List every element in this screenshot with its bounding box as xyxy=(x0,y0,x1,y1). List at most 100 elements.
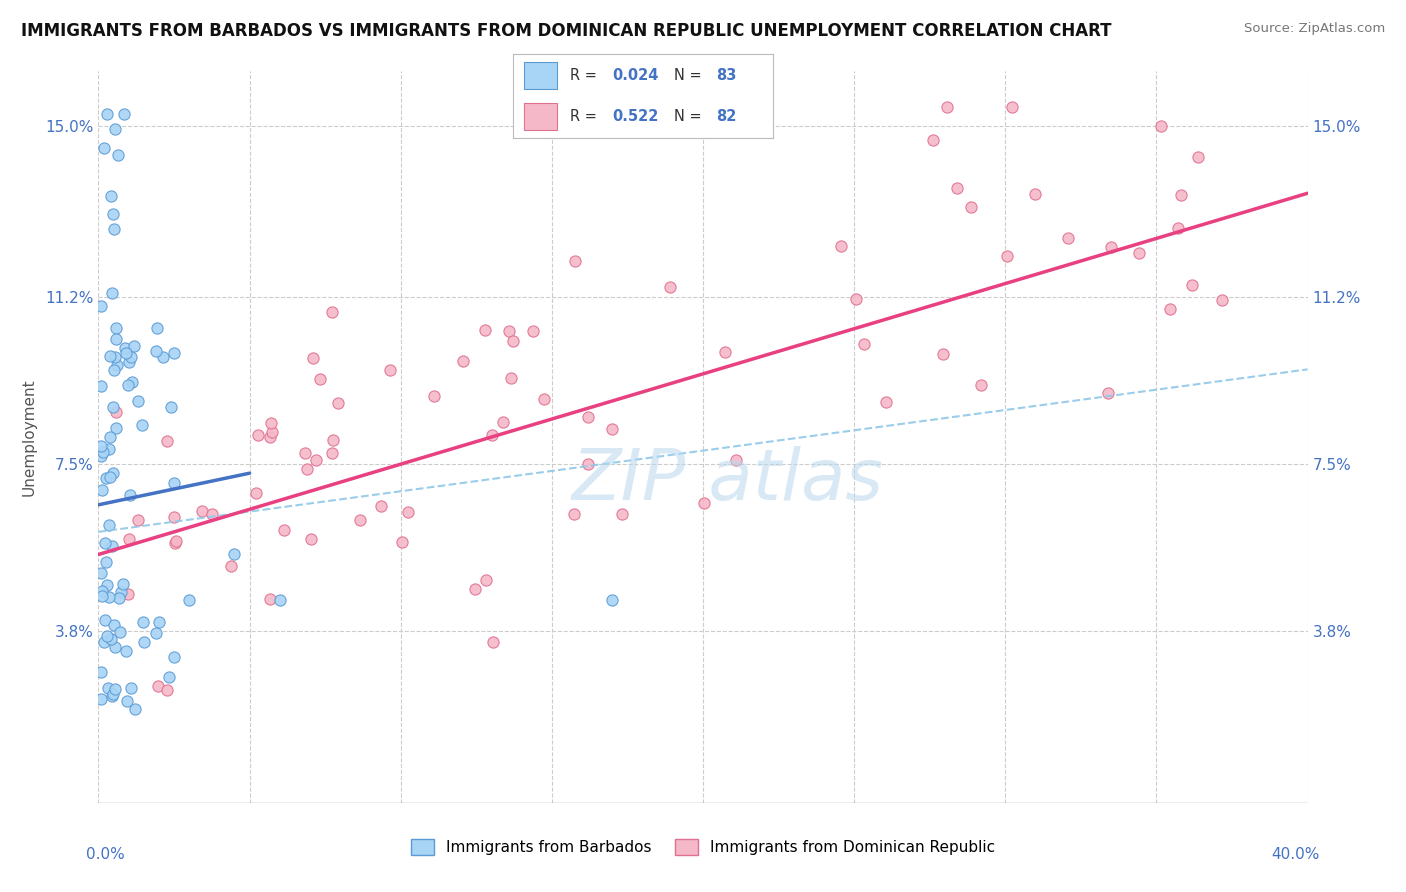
Point xyxy=(474,323,496,337)
FancyBboxPatch shape xyxy=(523,103,557,130)
Point xyxy=(658,279,681,293)
Point xyxy=(482,635,505,649)
Point xyxy=(103,681,125,696)
Text: Source: ZipAtlas.com: Source: ZipAtlas.com xyxy=(1244,22,1385,36)
Point xyxy=(578,457,600,471)
Point xyxy=(111,576,134,591)
Point xyxy=(481,427,503,442)
Point xyxy=(302,351,325,366)
Point xyxy=(103,222,125,236)
Point xyxy=(96,107,118,121)
Point xyxy=(201,507,224,521)
Point xyxy=(391,534,413,549)
Point xyxy=(245,486,267,500)
Point xyxy=(100,285,122,300)
Point xyxy=(101,466,124,480)
Point xyxy=(322,433,344,447)
Point xyxy=(562,508,585,522)
Point xyxy=(224,548,246,562)
Point xyxy=(110,584,132,599)
Point xyxy=(396,505,419,519)
Point xyxy=(260,425,283,439)
Text: 40.0%: 40.0% xyxy=(1271,847,1320,862)
Point xyxy=(725,453,748,467)
Point xyxy=(100,188,122,202)
Point xyxy=(90,439,112,453)
Point xyxy=(96,555,118,569)
Point xyxy=(304,453,326,467)
Point xyxy=(269,592,291,607)
Point xyxy=(96,578,118,592)
Point xyxy=(94,613,117,627)
Point xyxy=(145,321,167,335)
Point xyxy=(423,389,446,403)
Point xyxy=(464,582,486,597)
Point xyxy=(299,532,322,546)
Y-axis label: Unemployment: Unemployment xyxy=(22,378,37,496)
Point xyxy=(93,141,115,155)
Text: 83: 83 xyxy=(716,68,737,83)
Point xyxy=(104,640,127,655)
Point xyxy=(852,337,875,351)
Point xyxy=(321,446,343,460)
Point xyxy=(146,679,169,693)
Point xyxy=(105,405,128,419)
Point xyxy=(165,534,187,549)
Point xyxy=(1181,277,1204,292)
Point xyxy=(970,378,993,392)
Point xyxy=(453,354,475,368)
Point xyxy=(115,644,138,658)
Point xyxy=(921,133,943,147)
Point xyxy=(121,375,143,389)
Text: N =: N = xyxy=(675,109,707,124)
Point xyxy=(378,363,401,377)
Point xyxy=(714,345,737,359)
Point xyxy=(118,533,141,547)
Point xyxy=(118,355,141,369)
Point xyxy=(122,338,145,352)
Point xyxy=(90,665,112,679)
Point xyxy=(118,488,141,502)
Point xyxy=(132,635,155,649)
Point xyxy=(294,446,316,460)
Point xyxy=(160,400,183,414)
Point xyxy=(492,415,515,429)
Point xyxy=(370,499,392,513)
Point xyxy=(326,396,349,410)
Point xyxy=(93,635,115,649)
Point xyxy=(148,615,170,630)
Point xyxy=(1211,293,1233,307)
Point xyxy=(156,682,179,697)
Point xyxy=(91,589,114,603)
Point xyxy=(97,518,120,533)
Point xyxy=(112,107,135,121)
Point xyxy=(1024,186,1046,201)
Text: ZIP atlas: ZIP atlas xyxy=(571,447,883,516)
Point xyxy=(90,583,112,598)
Point xyxy=(131,418,153,433)
Point xyxy=(602,592,624,607)
Text: 82: 82 xyxy=(716,109,737,124)
Point xyxy=(132,615,155,629)
Point xyxy=(498,324,520,338)
Point xyxy=(145,625,167,640)
Point xyxy=(1167,221,1189,235)
Point xyxy=(108,624,131,639)
Point xyxy=(960,200,983,214)
Point xyxy=(995,249,1018,263)
Point xyxy=(105,421,128,435)
Point xyxy=(1097,385,1119,400)
Point xyxy=(104,350,127,364)
Point xyxy=(97,590,120,604)
Point xyxy=(115,346,138,360)
Point xyxy=(101,539,124,553)
Point xyxy=(349,513,371,527)
Point xyxy=(96,681,118,695)
Point xyxy=(90,299,112,313)
Point xyxy=(157,670,180,684)
Legend: Immigrants from Barbados, Immigrants from Dominican Republic: Immigrants from Barbados, Immigrants fro… xyxy=(405,833,1001,861)
Point xyxy=(1099,239,1122,253)
Text: N =: N = xyxy=(675,68,707,83)
Text: 0.024: 0.024 xyxy=(612,68,658,83)
Point xyxy=(105,321,128,335)
